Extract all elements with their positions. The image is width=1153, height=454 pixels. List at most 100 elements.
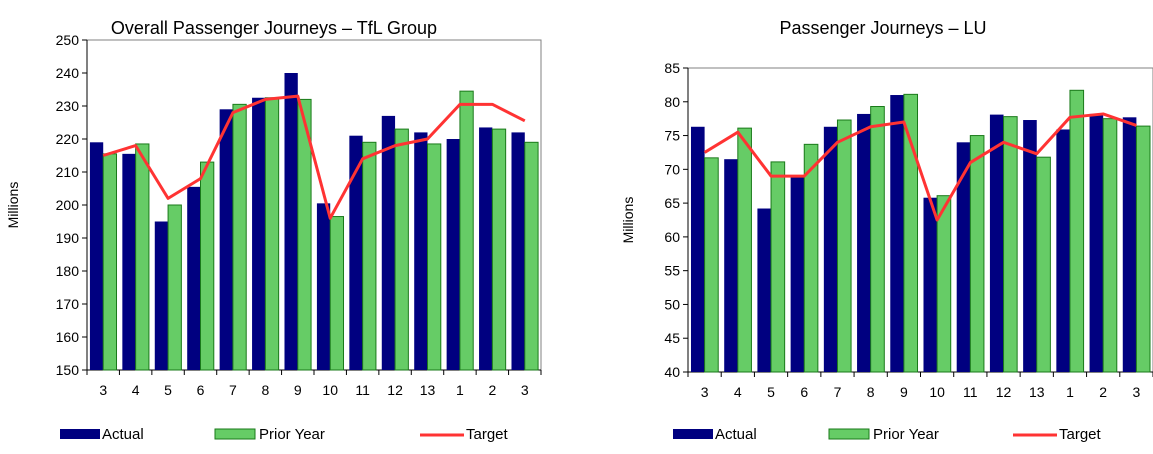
y-tick-label: 70 — [664, 161, 680, 177]
legend-label-prior-year: Prior Year — [873, 426, 939, 443]
target-line — [703, 112, 1137, 222]
x-tick-label: 12 — [387, 382, 403, 398]
y-tick-label: 170 — [56, 296, 80, 312]
bar-actual — [690, 126, 705, 372]
x-tick-label: 4 — [734, 384, 742, 400]
bar-prior-year — [770, 161, 786, 373]
bar-prior-year — [1135, 125, 1151, 373]
bar-actual — [757, 208, 772, 372]
y-tick-label: 75 — [664, 128, 680, 144]
x-tick-label: 5 — [164, 382, 172, 398]
bar-actual — [923, 197, 938, 372]
bar-actual — [1122, 117, 1137, 372]
x-tick-label: 7 — [834, 384, 842, 400]
y-tick-label: 200 — [56, 197, 80, 213]
bar-actual — [989, 114, 1004, 372]
y-tick-label: 180 — [56, 263, 80, 279]
bar-prior-year — [394, 128, 409, 371]
x-tick-label: 2 — [1099, 384, 1107, 400]
bar-prior-year — [903, 93, 919, 373]
y-tick-label: 55 — [664, 263, 680, 279]
y-tick-label: 50 — [664, 296, 680, 312]
bar-prior-year — [1102, 118, 1118, 373]
legend-swatch-actual — [673, 429, 713, 439]
bar-prior-year — [870, 106, 885, 373]
bar-prior-year — [232, 103, 247, 371]
x-tick-label: 10 — [929, 384, 945, 400]
x-tick-label: 1 — [1066, 384, 1074, 400]
x-tick-label: 13 — [420, 382, 436, 398]
bar-prior-year — [297, 98, 312, 371]
chart-title: Overall Passenger Journeys – TfL Group — [111, 18, 437, 38]
legend-swatch-prior-year — [214, 428, 256, 440]
x-tick-label: 10 — [322, 382, 338, 398]
bar-prior-year — [264, 97, 280, 371]
y-axis-label: Millions — [620, 197, 636, 244]
bar-prior-year — [969, 135, 985, 373]
bar-prior-year — [491, 128, 507, 371]
bar-prior-year — [737, 127, 752, 373]
bar-prior-year — [524, 141, 539, 371]
y-tick-label: 230 — [56, 98, 80, 114]
bar-actual — [790, 177, 805, 372]
bar-prior-year — [135, 143, 150, 371]
x-tick-label: 3 — [701, 384, 709, 400]
bar-actual — [956, 142, 971, 372]
target-line — [102, 94, 526, 220]
x-tick-label: 5 — [767, 384, 775, 400]
legend-label-actual: Actual — [715, 426, 757, 443]
legend-label-actual: Actual — [102, 426, 144, 443]
bar-prior-year — [459, 90, 474, 371]
bar-actual — [479, 127, 493, 370]
x-tick-label: 11 — [963, 384, 978, 400]
x-tick-label: 6 — [800, 384, 808, 400]
legend: Actual Prior Year Target — [60, 426, 509, 443]
x-tick-label: 9 — [900, 384, 908, 400]
bar-actual — [187, 186, 201, 370]
bar-prior-year — [200, 161, 215, 371]
bar-actual — [511, 132, 525, 370]
bar-prior-year — [803, 143, 819, 373]
x-tick-label: 8 — [261, 382, 269, 398]
y-tick-label: 85 — [664, 60, 680, 76]
bar-actual — [823, 126, 838, 372]
x-tick-label: 2 — [488, 382, 496, 398]
bar-actual — [1089, 113, 1104, 372]
bar-prior-year — [1069, 89, 1085, 373]
y-tick-label: 160 — [56, 329, 80, 345]
y-tick-label: 190 — [56, 230, 80, 246]
legend-label-target: Target — [466, 426, 509, 443]
x-tick-label: 11 — [355, 382, 370, 398]
x-tick-label: 13 — [1029, 384, 1045, 400]
y-tick-label: 220 — [56, 131, 80, 147]
lu-journeys-chart: Passenger Journeys – LU Millions 40 45 50 55 6… — [593, 0, 1153, 449]
bar-actual — [154, 221, 169, 370]
x-tick-label: 3 — [1132, 384, 1140, 400]
y-tick-label: 45 — [664, 330, 680, 346]
bar-actual — [857, 113, 871, 372]
bar-actual — [316, 203, 331, 370]
x-tick-label: 6 — [197, 382, 205, 398]
y-tick-label: 80 — [664, 94, 680, 110]
bar-actual — [1023, 120, 1037, 372]
legend-swatch-actual — [60, 429, 100, 439]
x-tick-label: 12 — [996, 384, 1012, 400]
y-tick-label: 40 — [664, 364, 680, 380]
bar-prior-year — [362, 141, 377, 371]
bar-actual — [284, 73, 298, 370]
y-tick-label: 250 — [56, 32, 80, 48]
y-tick-label: 240 — [56, 65, 80, 81]
y-tick-label: 150 — [56, 362, 80, 378]
bar-prior-year — [936, 195, 952, 373]
x-tick-label: 4 — [132, 382, 140, 398]
bar-prior-year — [167, 204, 182, 371]
tfl-group-journeys-chart: Overall Passenger Journeys – TfL Group Mi… — [0, 0, 560, 449]
bar-actual — [446, 139, 460, 370]
bar-prior-year — [1003, 116, 1018, 373]
x-tick-label: 1 — [456, 382, 464, 398]
y-tick-label: 210 — [56, 164, 80, 180]
legend: Actual Prior Year Target — [673, 426, 1102, 443]
legend-swatch-prior-year — [828, 428, 870, 440]
y-tick-label: 65 — [664, 195, 680, 211]
tfl-group-chart-svg: Overall Passenger Journeys – TfL Group Mi… — [5, 18, 542, 443]
